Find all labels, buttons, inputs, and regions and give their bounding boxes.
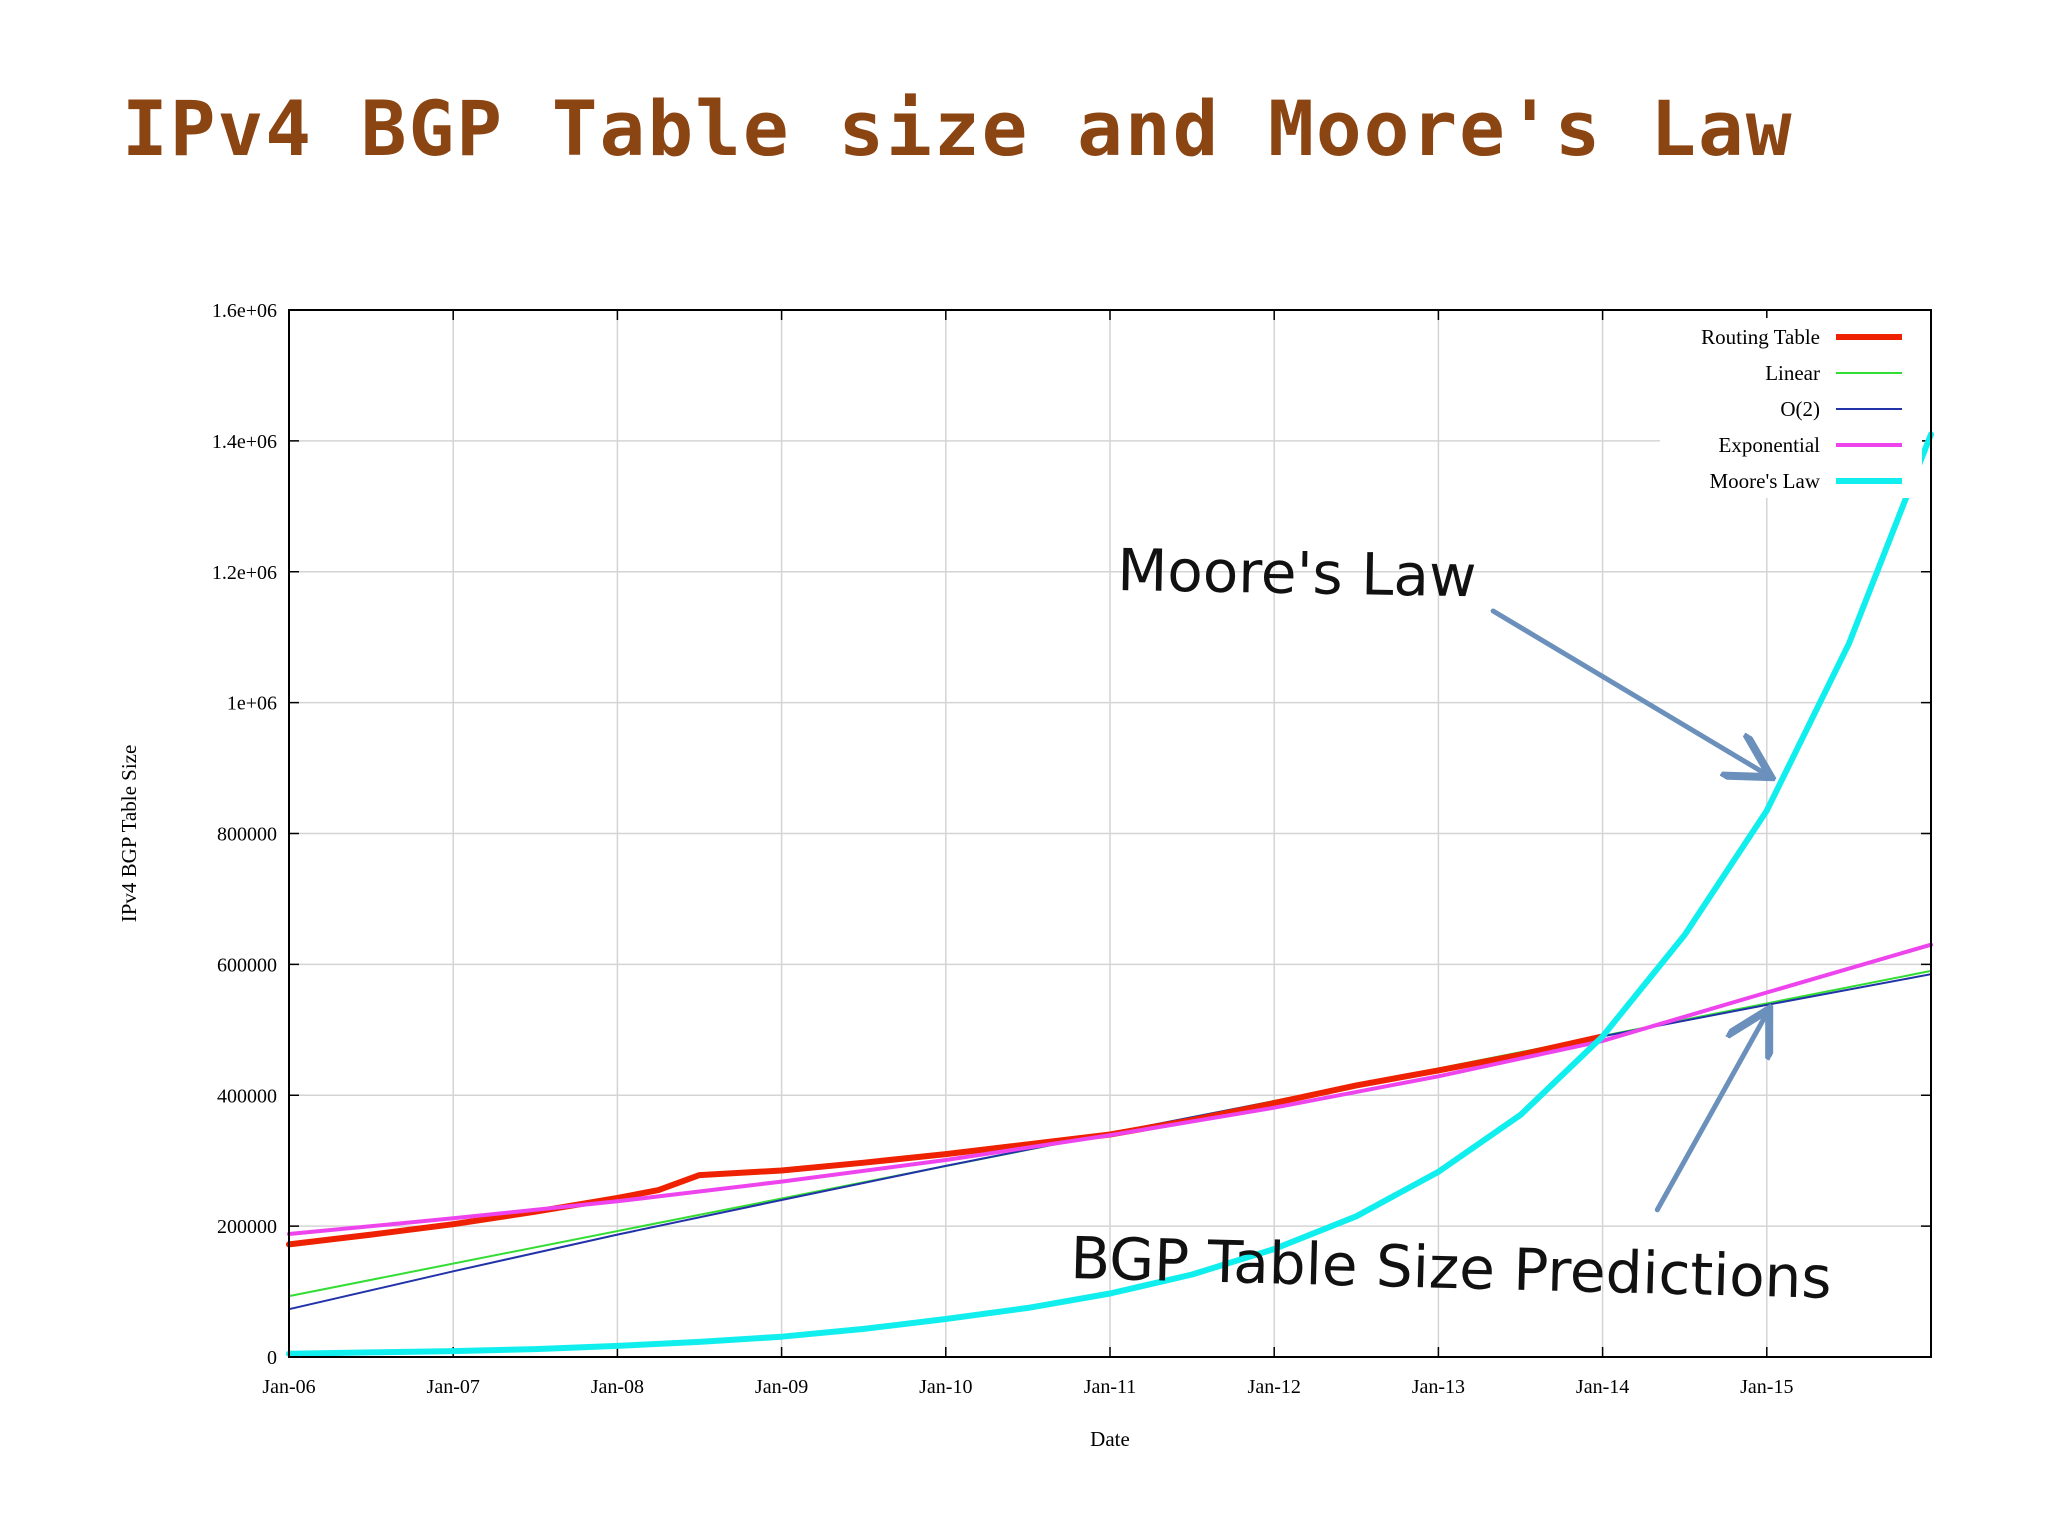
y-tick-label: 1e+06 (227, 693, 277, 715)
y-tick-label: 0 (267, 1347, 277, 1369)
series-line-moore-s-law (286, 431, 1934, 1357)
plot-border (288, 309, 1932, 1358)
x-tick-label: Jan-12 (1248, 1376, 1301, 1398)
legend-label: Routing Table (1701, 325, 1820, 349)
annotation-text: Moore's Law (1117, 536, 1477, 610)
x-tick-label: Jan-15 (1740, 1376, 1793, 1398)
y-axis-title: IPv4 BGP Table Size (117, 745, 141, 923)
x-tick-label: Jan-07 (427, 1376, 480, 1398)
x-tick-label: Jan-09 (755, 1376, 808, 1398)
x-tick-label: Jan-11 (1084, 1376, 1137, 1398)
y-tick-label: 200000 (217, 1216, 277, 1238)
slide-title: IPv4 BGP Table size and Moore's Law (122, 84, 1794, 173)
y-tick-label: 1.4e+06 (212, 431, 277, 453)
legend-label: Exponential (1719, 433, 1821, 457)
x-tick-label: Jan-06 (262, 1376, 315, 1398)
x-axis-title: Date (1090, 1427, 1130, 1451)
series-line-exponential (287, 942, 1933, 1236)
annotation-arrow (1654, 1013, 1766, 1213)
legend-label: Linear (1765, 361, 1820, 385)
y-tick-label: 1.2e+06 (212, 562, 277, 584)
series-line-routing-table (286, 1033, 1606, 1248)
y-tick-label: 800000 (217, 824, 277, 846)
annotation-arrow (1490, 608, 1767, 775)
legend-label: Moore's Law (1709, 469, 1820, 493)
x-tick-label: Jan-14 (1576, 1376, 1629, 1398)
x-tick-label: Jan-13 (1412, 1376, 1465, 1398)
y-tick-label: 1.6e+06 (212, 300, 277, 322)
y-tick-label: 400000 (217, 1085, 277, 1107)
y-tick-label: 600000 (217, 954, 277, 976)
x-tick-label: Jan-10 (919, 1376, 972, 1398)
x-tick-label: Jan-08 (591, 1376, 644, 1398)
legend-label: O(2) (1780, 397, 1820, 421)
